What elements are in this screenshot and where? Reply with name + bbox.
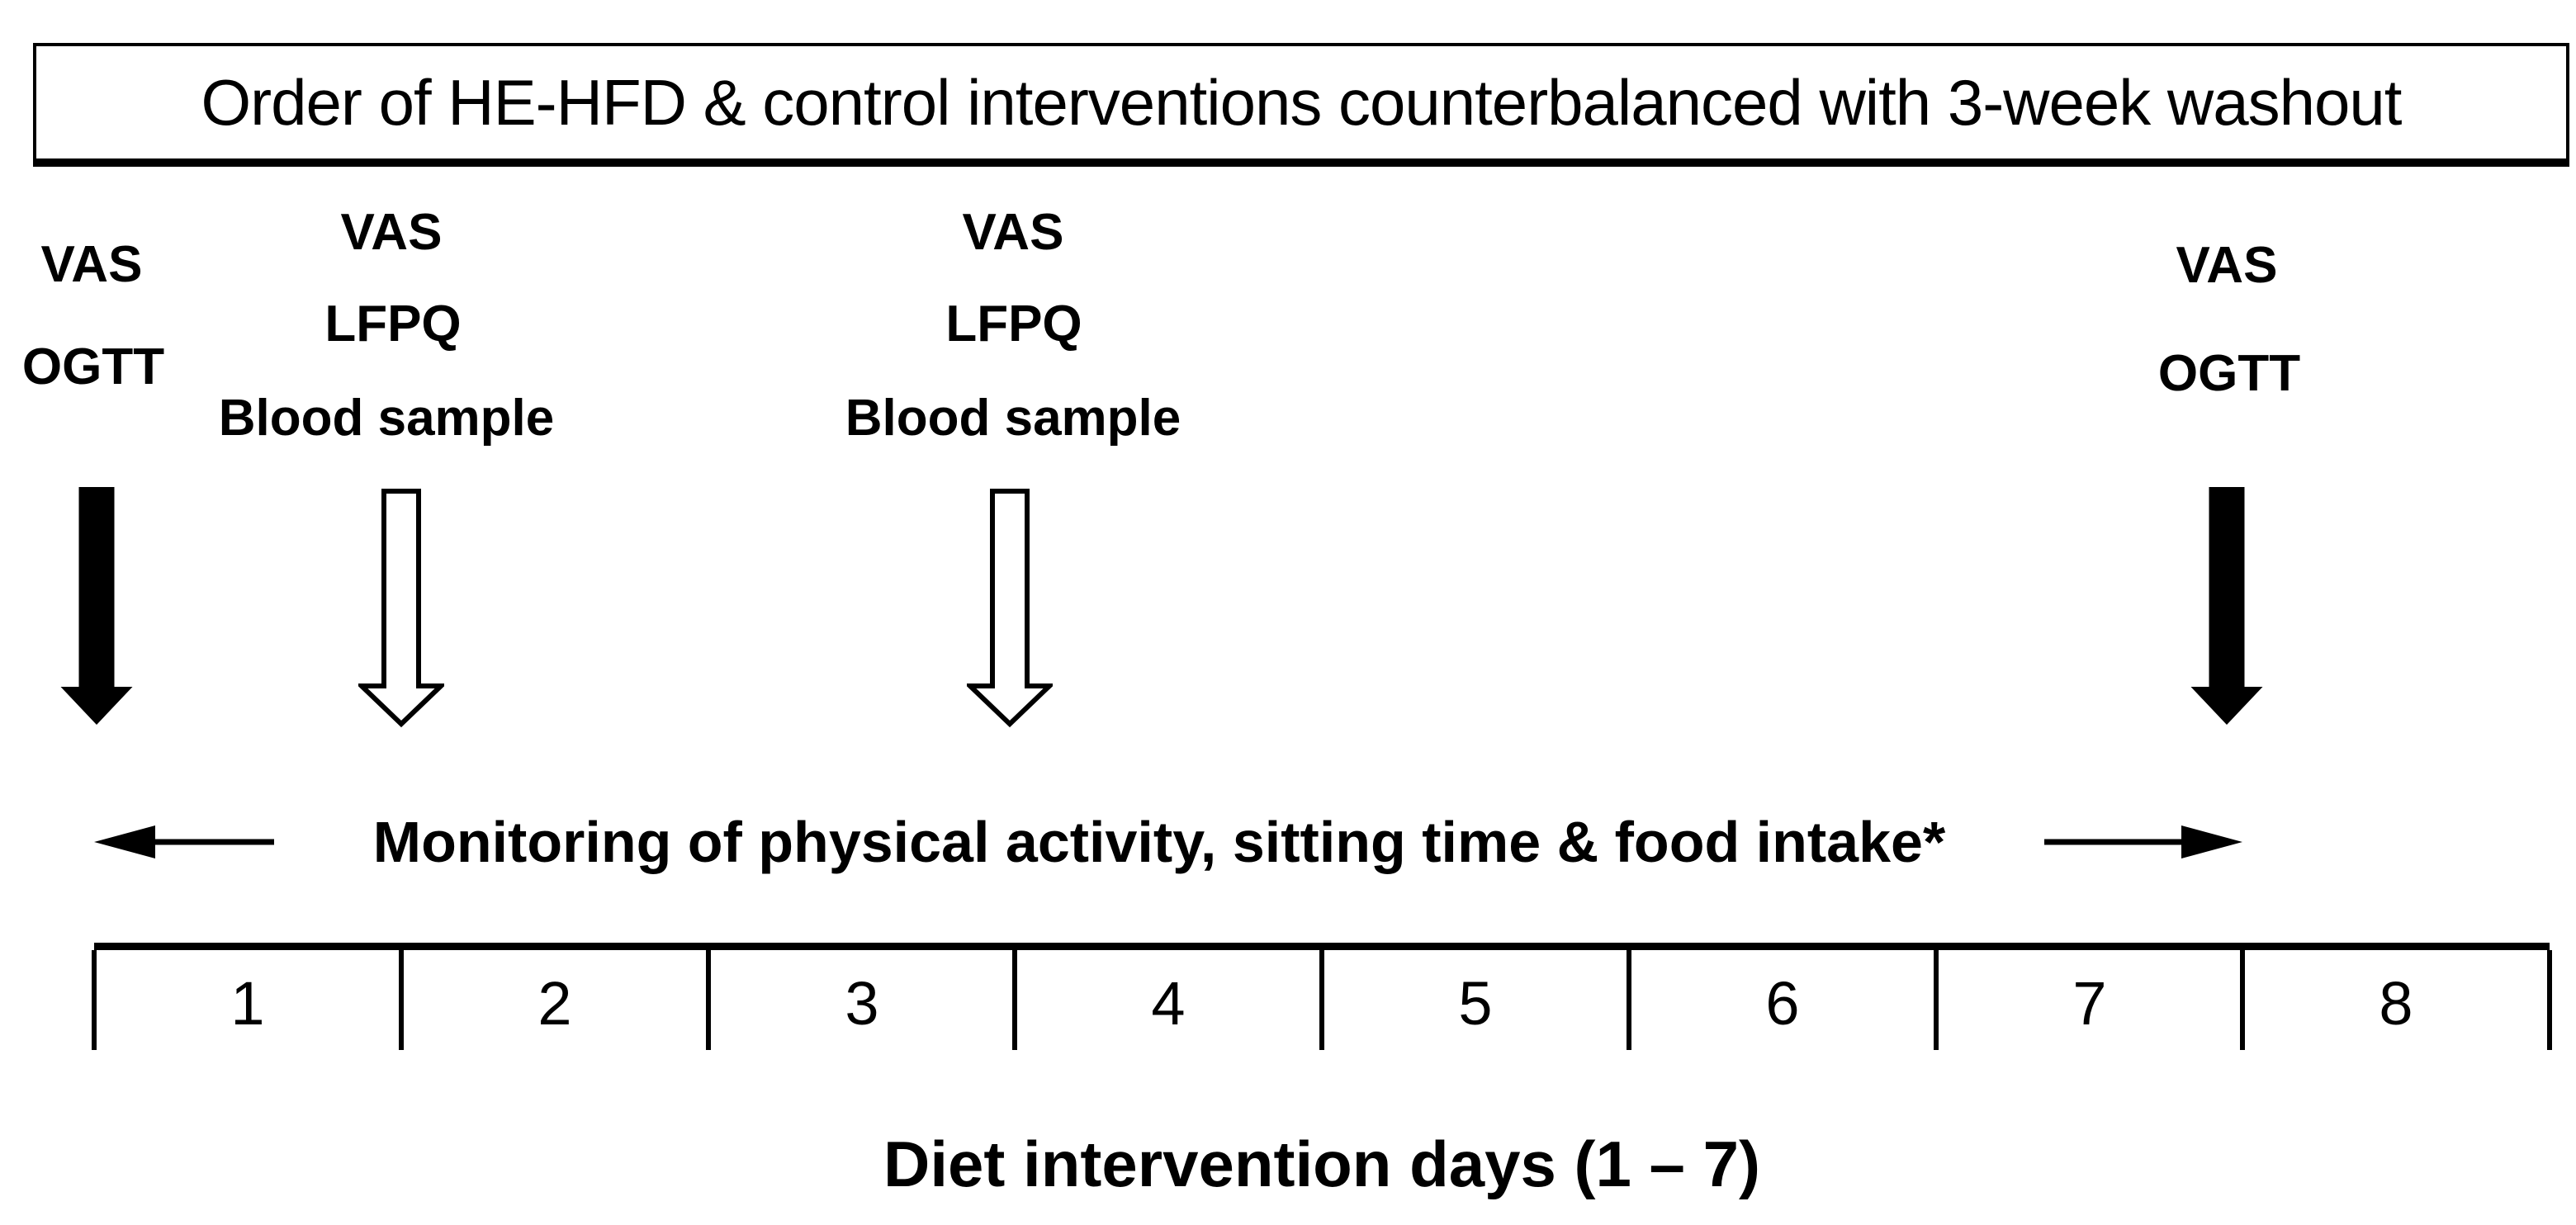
monitoring-label: Monitoring of physical activity, sitting… <box>372 810 1946 874</box>
timeline-tick <box>1627 950 1631 1050</box>
assessment-label-vas-3: VAS <box>962 204 1064 261</box>
left-arrowhead-icon <box>94 825 274 858</box>
timeline-day-cell-6: 6 <box>1765 969 1800 1038</box>
timeline-day-cell-4: 4 <box>1151 969 1186 1038</box>
timeline-tick <box>706 950 711 1050</box>
down-arrow-open-icon <box>358 489 444 728</box>
right-arrowhead-icon <box>2044 825 2242 858</box>
assessment-label-lfpq-2: LFPQ <box>324 296 462 352</box>
down-arrow-open-icon <box>967 489 1053 728</box>
assessment-label-blood-sample-3: Blood sample <box>845 390 1181 447</box>
assessment-label-blood-sample-2: Blood sample <box>218 390 555 447</box>
assessment-label-vas-2: VAS <box>340 204 443 261</box>
diagram-title: Order of HE-HFD & control interventions … <box>201 65 2403 139</box>
assessment-label-ogtt-1: OGTT <box>21 338 165 395</box>
timeline-day-cell-8: 8 <box>2379 969 2413 1038</box>
assessment-label-ogtt-4: OGTT <box>2157 345 2301 402</box>
timeline-tick <box>1934 950 1939 1050</box>
timeline-tick <box>92 950 97 1050</box>
axis-label: Diet intervention days (1 – 7) <box>883 1128 1760 1200</box>
timeline-day-cell-5: 5 <box>1458 969 1493 1038</box>
timeline-day-cell-7: 7 <box>2072 969 2107 1038</box>
assessment-label-vas-4: VAS <box>2176 237 2278 294</box>
assessment-label-vas-1: VAS <box>40 236 143 293</box>
timeline-tick <box>2547 950 2552 1050</box>
timeline-top-bar <box>94 943 2550 950</box>
timeline-tick <box>1319 950 1324 1050</box>
timeline-day-cell-2: 2 <box>537 969 572 1038</box>
timeline-tick <box>399 950 404 1050</box>
timeline-tick <box>1012 950 1017 1050</box>
down-arrow-filled-icon <box>2190 487 2263 725</box>
down-arrow-filled-icon <box>60 487 133 725</box>
timeline-tick <box>2240 950 2245 1050</box>
monitoring-arrow: Monitoring of physical activity, sitting… <box>94 813 2242 871</box>
timeline-day-cell-3: 3 <box>845 969 879 1038</box>
timeline-day-cell-1: 1 <box>230 969 265 1038</box>
assessment-label-lfpq-3: LFPQ <box>945 296 1082 352</box>
title-box: Order of HE-HFD & control interventions … <box>33 43 2569 167</box>
